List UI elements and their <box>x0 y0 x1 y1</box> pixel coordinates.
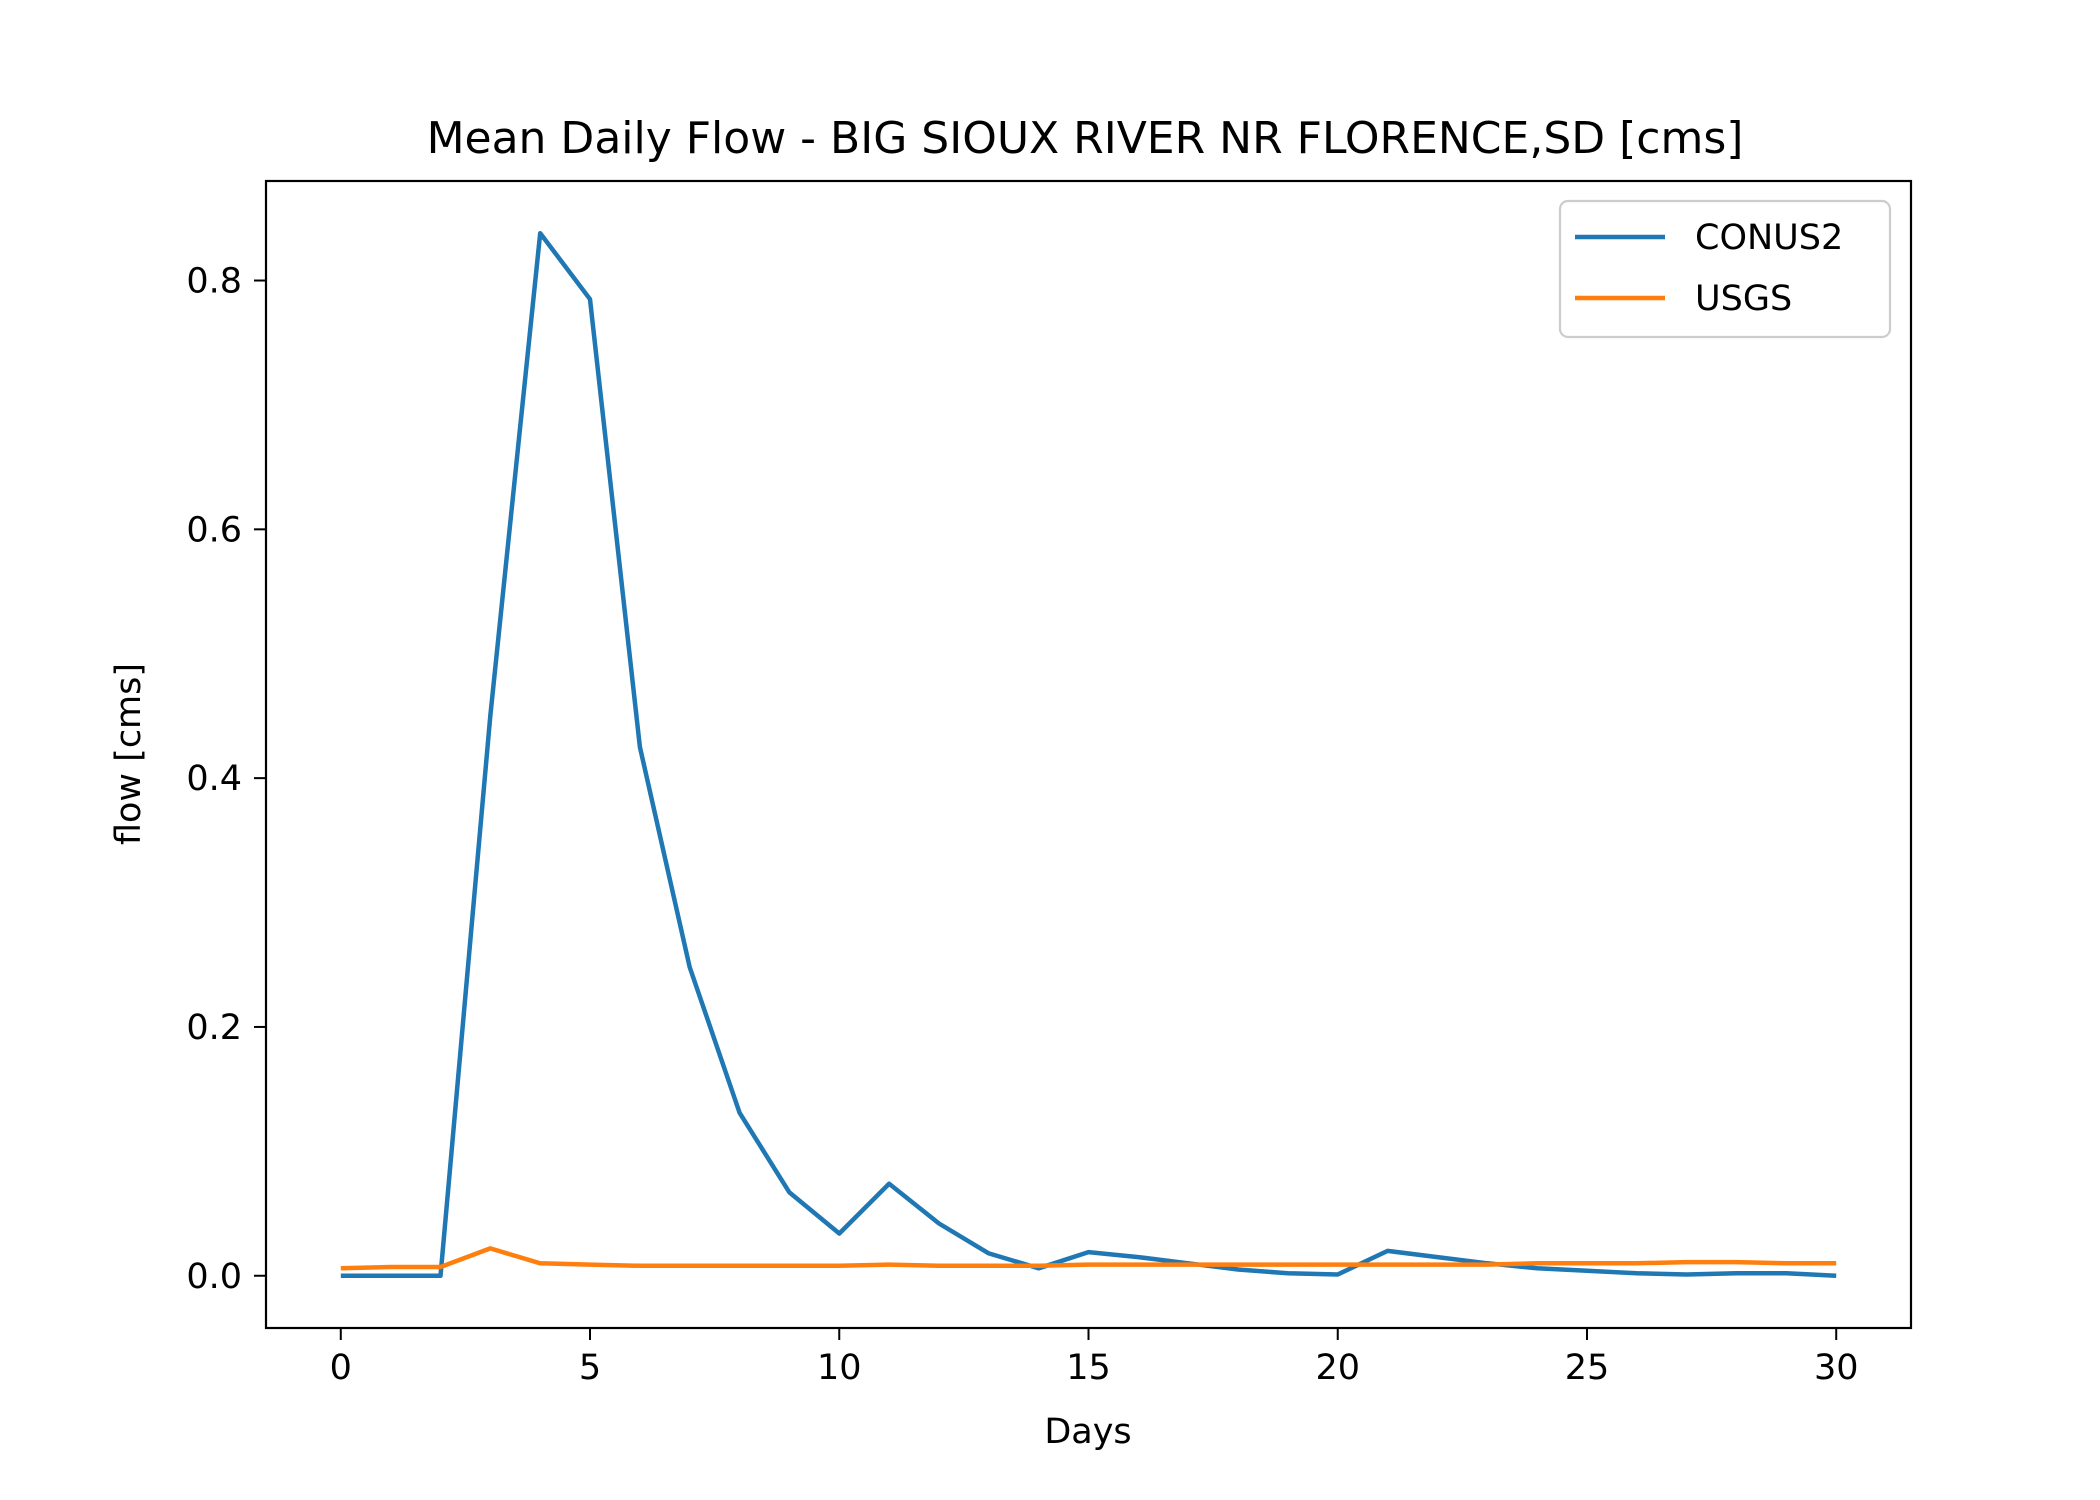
plot-area <box>264 179 1913 1330</box>
series-line-conus2 <box>340 230 1837 1279</box>
x-tick-label: 15 <box>1066 1348 1111 1388</box>
x-tick-label: 5 <box>579 1348 601 1388</box>
y-tick-label: 0.8 <box>186 262 242 302</box>
y-tick-label: 0.2 <box>186 1008 242 1048</box>
x-tick-label: 10 <box>817 1348 862 1388</box>
x-tick-label: 0 <box>330 1348 352 1388</box>
y-tick-label: 0.4 <box>186 759 242 799</box>
x-tick-label: 25 <box>1565 1348 1610 1388</box>
legend-label-usgs: USGS <box>1695 279 1792 319</box>
legend-label-conus2: CONUS2 <box>1695 218 1843 258</box>
series-lines <box>340 230 1837 1279</box>
legend: CONUS2 USGS <box>1558 199 1892 339</box>
y-tick-label: 0.0 <box>186 1257 242 1297</box>
y-axis: 0.0 0.2 0.4 0.6 0.8 <box>186 262 266 1297</box>
x-tick-label: 30 <box>1814 1348 1859 1388</box>
x-axis-label: Days <box>1044 1412 1131 1452</box>
x-axis: 0 5 10 15 20 25 30 <box>330 1328 1859 1388</box>
plot-frame <box>264 179 1913 1330</box>
x-tick-label: 20 <box>1315 1348 1360 1388</box>
chart-title: Mean Daily Flow - BIG SIOUX RIVER NR FLO… <box>427 113 1744 164</box>
series-line-usgs <box>340 1246 1837 1271</box>
y-tick-label: 0.6 <box>186 510 242 550</box>
y-axis-label: flow [cms] <box>109 663 149 845</box>
